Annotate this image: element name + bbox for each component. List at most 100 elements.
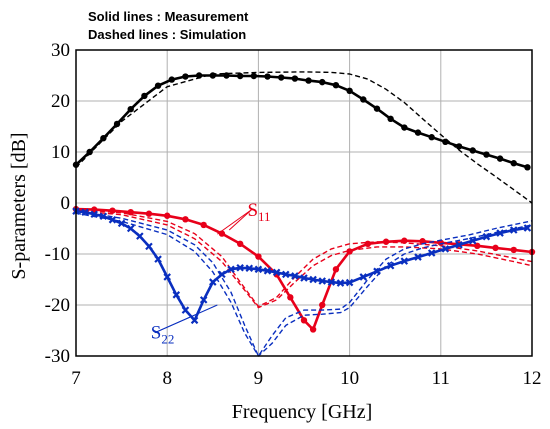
data-point — [255, 253, 262, 260]
series-6 — [75, 210, 533, 357]
series-1 — [75, 71, 533, 204]
annotation-label: S22 — [151, 323, 175, 347]
x-tick-label: 12 — [523, 368, 542, 389]
data-point — [190, 316, 199, 325]
data-point — [387, 115, 394, 123]
data-point — [359, 273, 368, 281]
y-axis-label: S-parameters [dB] — [8, 132, 30, 279]
data-point — [346, 87, 353, 95]
series-line — [75, 207, 533, 331]
annotation-leader — [154, 304, 218, 334]
data-point — [300, 317, 308, 324]
data-point — [364, 240, 372, 247]
data-point — [332, 266, 340, 273]
annotation-s22: S22 — [151, 304, 218, 347]
y-tick-label: 20 — [51, 91, 70, 112]
data-point — [136, 232, 144, 240]
data-point — [318, 277, 327, 285]
data-point — [287, 294, 294, 301]
data-point — [141, 92, 148, 100]
data-point — [305, 77, 312, 84]
data-point — [509, 226, 518, 234]
data-point — [182, 73, 189, 80]
data-point — [250, 72, 258, 80]
series-line — [75, 71, 533, 204]
x-tick-label: 10 — [340, 368, 359, 389]
data-point — [373, 105, 381, 112]
data-point — [309, 275, 317, 284]
data-point — [291, 272, 299, 280]
data-point — [300, 274, 308, 282]
data-point — [455, 241, 463, 249]
data-point — [327, 278, 336, 286]
data-point — [236, 72, 244, 80]
data-point — [441, 245, 450, 253]
data-point — [428, 134, 435, 141]
data-point — [414, 129, 422, 136]
data-point — [127, 208, 134, 216]
series-line — [75, 212, 533, 357]
x-tick-label: 9 — [254, 368, 264, 389]
data-point — [113, 120, 121, 128]
data-point — [127, 105, 134, 113]
data-point — [455, 143, 463, 150]
data-point — [309, 326, 317, 333]
data-point — [236, 240, 244, 247]
data-point — [401, 124, 408, 131]
y-tick-label: 0 — [61, 193, 71, 214]
series-line — [75, 209, 528, 322]
data-point — [254, 265, 263, 274]
y-tick-label: -10 — [45, 244, 70, 265]
data-point — [168, 76, 175, 83]
series-2 — [72, 205, 536, 333]
y-tick-label: -30 — [45, 346, 70, 367]
plot-frame — [75, 49, 533, 357]
data-point — [218, 270, 226, 279]
x-axis-label: Frequency [GHz] — [232, 401, 373, 423]
data-point — [272, 268, 281, 277]
data-point — [263, 267, 272, 275]
data-point — [469, 147, 476, 154]
legend-note-simulation: Dashed lines : Simulation — [88, 27, 246, 42]
grid — [76, 50, 532, 356]
data-point — [278, 74, 285, 81]
data-point — [164, 212, 171, 219]
data-point — [345, 278, 354, 287]
data-point — [199, 296, 208, 304]
data-point — [200, 221, 207, 229]
data-point — [468, 236, 477, 245]
data-point — [427, 249, 436, 257]
series-7 — [75, 212, 533, 357]
series-line — [75, 208, 533, 308]
series-line — [75, 74, 528, 169]
legend-note-measurement: Solid lines : Measurement — [88, 9, 249, 24]
data-point — [209, 278, 217, 286]
annotation-leader — [217, 209, 252, 235]
annotation-s11: S11 — [217, 200, 271, 235]
data-point — [108, 216, 117, 224]
data-point — [336, 279, 345, 287]
data-point — [332, 81, 340, 89]
data-point — [245, 264, 254, 273]
data-point — [496, 229, 504, 237]
data-point — [319, 301, 326, 309]
data-point — [181, 306, 190, 314]
data-point — [145, 210, 153, 217]
series-3 — [75, 208, 533, 308]
annotations: S11 S22 — [151, 200, 271, 347]
series-line — [75, 210, 533, 357]
data-point — [172, 291, 181, 299]
data-point — [510, 160, 517, 167]
data-point — [483, 151, 490, 158]
legend-notes: Solid lines : Measurement Dashed lines :… — [88, 9, 249, 42]
data-point — [524, 164, 531, 171]
y-tick-label: -20 — [45, 295, 70, 316]
data-point — [100, 135, 107, 142]
data-point — [510, 246, 517, 254]
annotation-leader — [228, 209, 252, 231]
data-point — [86, 148, 93, 156]
data-point — [360, 96, 367, 103]
data-point — [182, 216, 189, 223]
x-tick-label: 8 — [162, 368, 172, 389]
